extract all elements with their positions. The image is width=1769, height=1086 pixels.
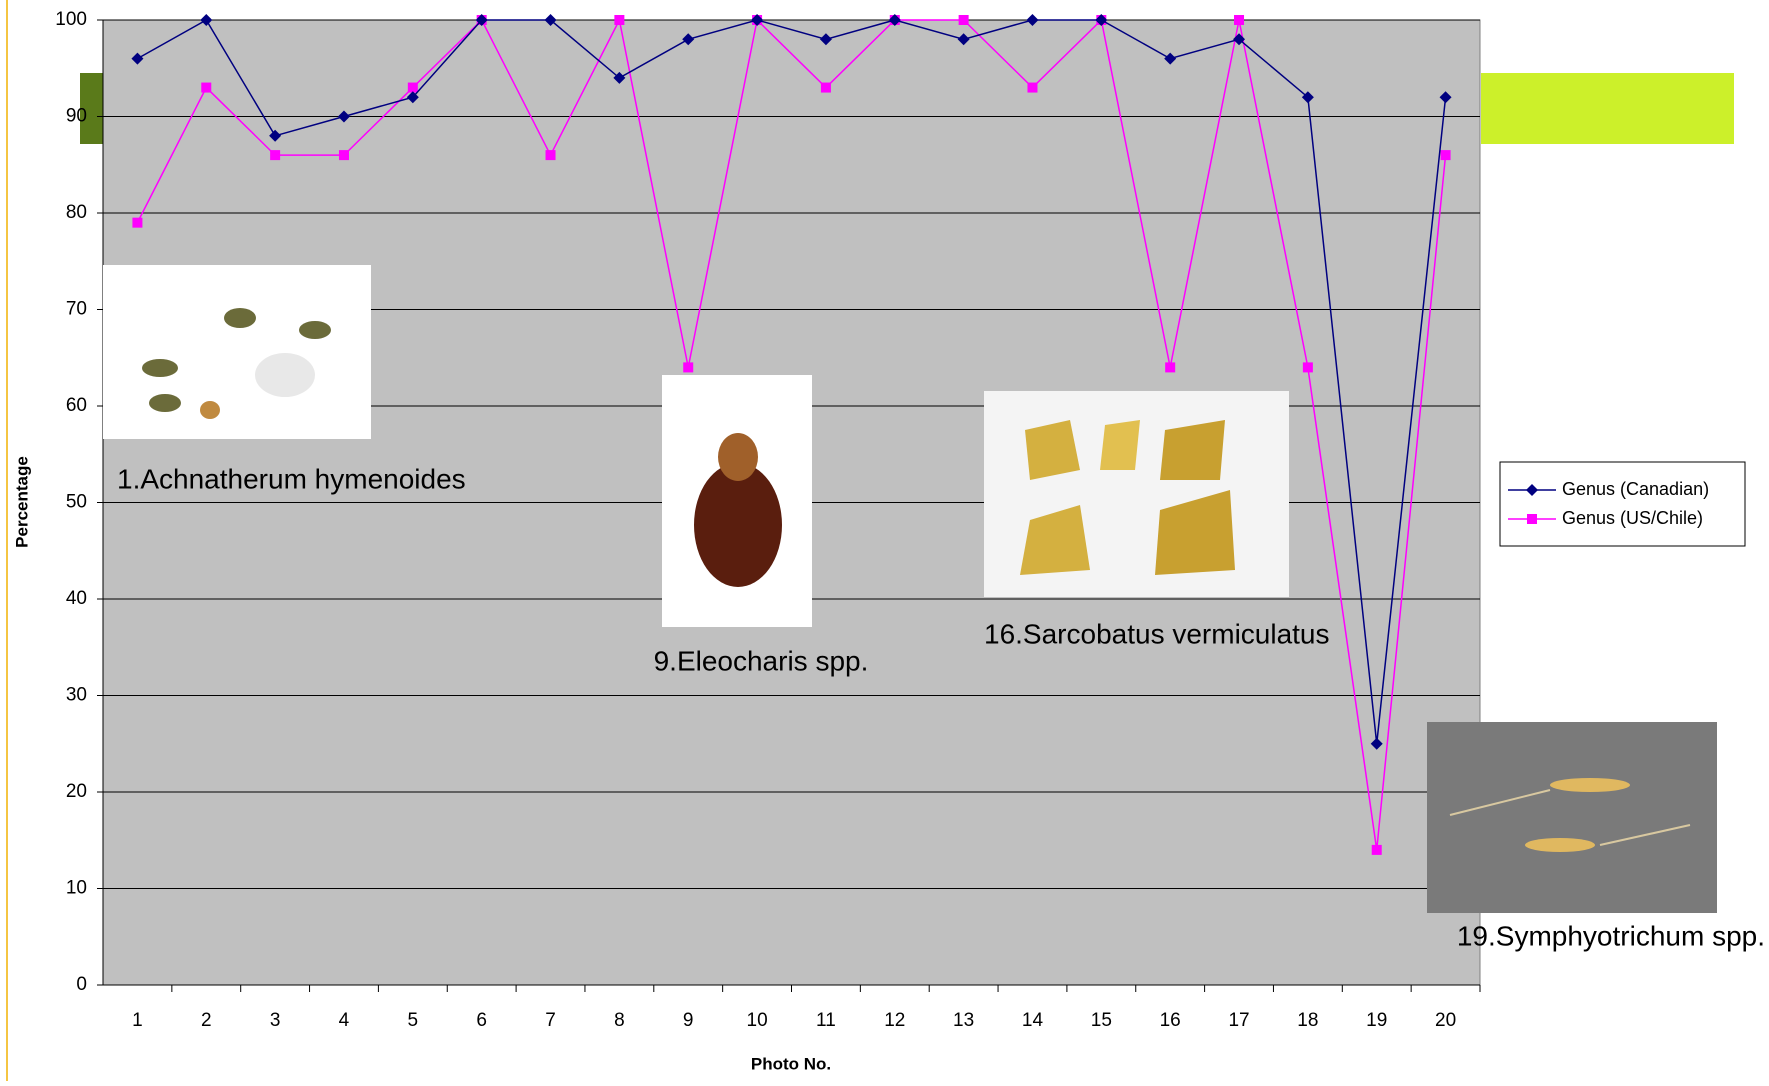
y-axis-title: Percentage xyxy=(12,456,31,548)
point xyxy=(339,150,349,160)
photo-caption: 1.Achnatherum hymenoides xyxy=(117,463,466,494)
point xyxy=(1303,362,1313,372)
photo-caption: 19.Symphyotrichum spp. xyxy=(1457,920,1765,951)
point xyxy=(132,218,142,228)
x-tick-label: 17 xyxy=(1228,1010,1249,1031)
point xyxy=(270,150,280,160)
photo-caption: 16.Sarcobatus vermiculatus xyxy=(984,618,1330,649)
point xyxy=(408,83,418,93)
point xyxy=(1165,362,1175,372)
point xyxy=(821,83,831,93)
x-tick-label: 2 xyxy=(201,1010,212,1031)
seed xyxy=(1025,420,1080,480)
x-tick-label: 9 xyxy=(683,1010,694,1031)
x-tick-label: 19 xyxy=(1366,1010,1387,1031)
seed xyxy=(299,321,331,339)
seed xyxy=(149,394,181,412)
seed xyxy=(224,308,256,328)
point xyxy=(201,83,211,93)
x-tick-label: 4 xyxy=(339,1010,350,1031)
y-tick-label: 70 xyxy=(66,299,87,320)
seed xyxy=(142,359,178,377)
y-tick-label: 60 xyxy=(66,395,87,416)
x-tick-label: 7 xyxy=(545,1010,556,1031)
photo-achnatherum xyxy=(103,265,371,439)
y-tick-label: 40 xyxy=(66,588,87,609)
x-tick-label: 12 xyxy=(884,1010,905,1031)
x-tick-label: 3 xyxy=(270,1010,281,1031)
x-tick-label: 8 xyxy=(614,1010,625,1031)
x-tick-label: 1 xyxy=(132,1010,143,1031)
x-tick-label: 14 xyxy=(1022,1010,1044,1031)
seed xyxy=(694,463,782,587)
chart: Percentage Photo No. 0 10 20 30 40 50 60 70 80 90… xyxy=(0,0,1769,1081)
legend-label: Genus (Canadian) xyxy=(1562,479,1709,499)
x-tick-label: 15 xyxy=(1091,1010,1112,1031)
y-tick-label: 30 xyxy=(66,685,87,706)
x-tick-label: 6 xyxy=(476,1010,487,1031)
point xyxy=(546,150,556,160)
point xyxy=(1372,845,1382,855)
x-tick-label: 10 xyxy=(747,1010,768,1031)
x-tick-label: 16 xyxy=(1160,1010,1181,1031)
x-tick-label: 13 xyxy=(953,1010,974,1031)
photo-symphyotrichum xyxy=(1427,722,1717,913)
point xyxy=(1234,15,1244,25)
legend-label: Genus (US/Chile) xyxy=(1562,508,1703,528)
point xyxy=(683,362,693,372)
y-tick-label: 10 xyxy=(66,878,87,899)
y-tick-label: 90 xyxy=(66,106,87,127)
y-tick-label: 80 xyxy=(66,202,87,223)
x-tick-label: 5 xyxy=(408,1010,419,1031)
point xyxy=(1441,150,1451,160)
x-axis-title: Photo No. xyxy=(751,1054,831,1073)
seed-tip xyxy=(718,433,758,481)
x-tick-label: 18 xyxy=(1297,1010,1318,1031)
point xyxy=(1027,83,1037,93)
y-tick-label: 0 xyxy=(76,974,87,995)
photo-caption: 9.Eleocharis spp. xyxy=(654,645,869,676)
x-tick-label: 11 xyxy=(816,1010,836,1031)
x-tick-label: 20 xyxy=(1435,1010,1456,1031)
legend xyxy=(1500,462,1745,546)
point xyxy=(614,15,624,25)
legend-marker xyxy=(1527,514,1537,524)
seed xyxy=(200,401,220,419)
seed xyxy=(1525,838,1595,852)
seed xyxy=(1550,778,1630,792)
decor-band-right xyxy=(1481,73,1734,144)
y-tick-label: 100 xyxy=(55,9,87,30)
y-tick-label: 20 xyxy=(66,781,87,802)
seed xyxy=(1100,420,1140,470)
seed-hairs xyxy=(255,353,315,397)
y-tick-label: 50 xyxy=(66,492,87,513)
point xyxy=(959,15,969,25)
